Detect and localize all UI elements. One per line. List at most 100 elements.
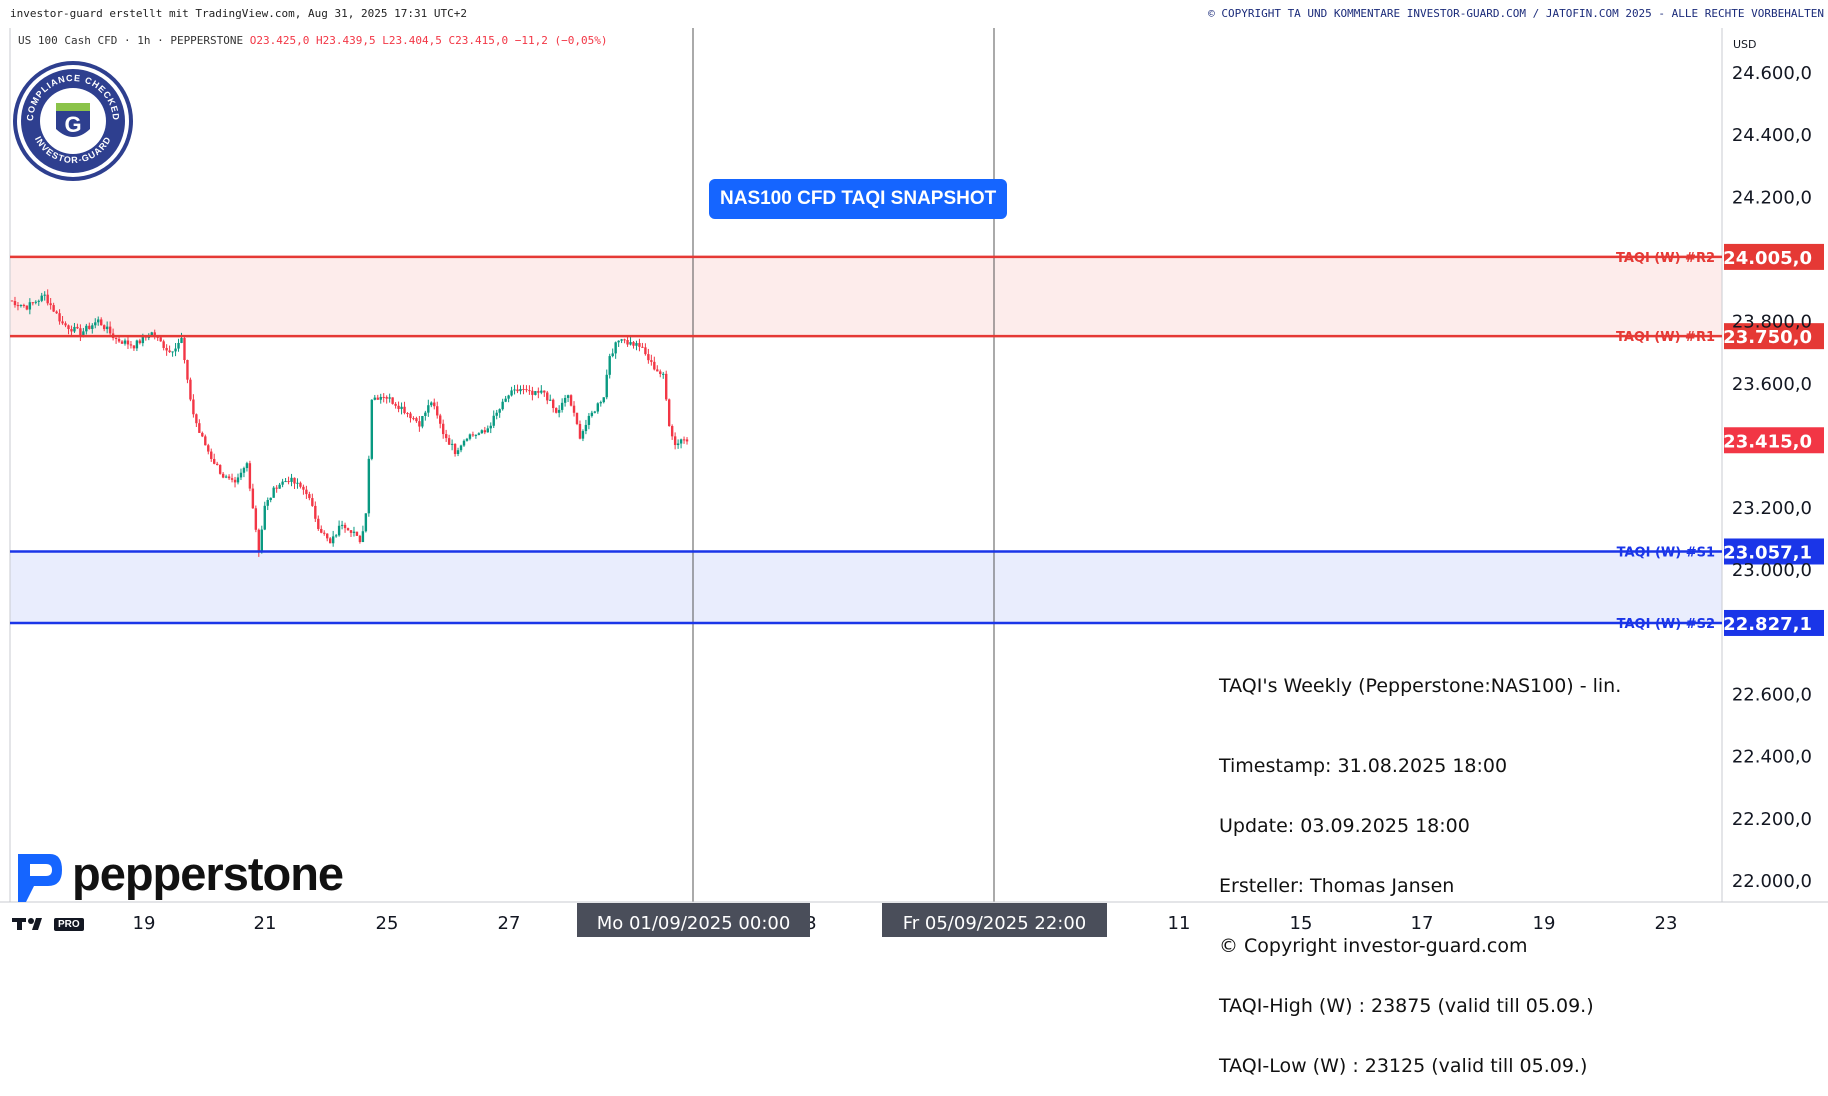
- candle-body: [635, 343, 638, 346]
- level-price-tag: [1724, 609, 1824, 636]
- crosshair-time-tag[interactable]: [577, 903, 810, 937]
- candle-body: [391, 397, 394, 404]
- candle-body: [462, 440, 466, 446]
- candle-body: [614, 342, 617, 354]
- candle-body: [266, 500, 269, 506]
- level-price-label: 23.750,0: [1723, 327, 1812, 348]
- y-tick-label: 23.800,0: [1732, 312, 1812, 333]
- candle-body: [519, 389, 522, 392]
- candle-body: [486, 428, 489, 433]
- candle-body: [52, 305, 55, 312]
- candle-body: [43, 294, 46, 296]
- candle-body: [531, 390, 534, 395]
- tradingview-logo[interactable]: PRO: [12, 917, 84, 931]
- candle-body: [233, 479, 237, 483]
- candle-body: [602, 397, 605, 403]
- candle-body: [260, 529, 263, 553]
- candle-body: [290, 477, 293, 482]
- candle-body: [284, 481, 287, 483]
- candle-body: [204, 436, 207, 446]
- crosshair-time-tag[interactable]: [882, 903, 1107, 937]
- candle-body: [37, 300, 40, 302]
- candle-body: [373, 397, 376, 400]
- candle-body: [210, 451, 213, 459]
- candle-body: [236, 477, 240, 483]
- candle-body: [400, 406, 403, 409]
- candle-body: [557, 409, 561, 413]
- candle-body: [569, 395, 573, 406]
- candle-body: [46, 294, 49, 304]
- candle-body: [409, 413, 412, 419]
- y-tick-label: 22.400,0: [1732, 747, 1812, 768]
- candle-body: [599, 402, 602, 404]
- candle-body: [439, 415, 442, 424]
- level-price-tag: [1724, 323, 1824, 350]
- candle-body: [34, 301, 37, 303]
- candle-body: [308, 494, 311, 499]
- candle-body: [49, 303, 52, 306]
- info-line: Ersteller: Thomas Jansen: [1219, 875, 1455, 897]
- candle-body: [587, 415, 591, 425]
- symbol-name: US 100 Cash CFD · 1h · PEPPERSTONE: [18, 34, 244, 47]
- candle-body: [88, 325, 91, 329]
- ohlc-change: −11,2 (−0,05%): [514, 34, 608, 47]
- candle-body: [578, 423, 582, 439]
- candle-body: [430, 402, 433, 406]
- candle-body: [424, 412, 427, 416]
- candle-body: [632, 342, 635, 346]
- snapshot-label[interactable]: NAS100 CFD TAQI SNAPSHOT: [709, 179, 1008, 219]
- candle-body: [100, 319, 103, 326]
- candle-body: [126, 340, 130, 345]
- candle-body: [474, 434, 478, 436]
- candle-body: [129, 344, 133, 346]
- pepperstone-wordmark: pepperstone: [72, 847, 344, 900]
- candle-body: [453, 443, 457, 454]
- x-tick-label: 23: [1655, 913, 1678, 934]
- candle-body: [525, 389, 528, 391]
- candle-body: [676, 443, 680, 446]
- x-tick-label: 19: [133, 913, 156, 934]
- candle-body: [450, 443, 454, 445]
- candle-body: [224, 476, 228, 478]
- candle-body: [317, 518, 320, 529]
- price-chart[interactable]: TAQI (W) #R2 24.005,0 TAQI (W) #R1 23.750,0…: [0, 0, 1828, 937]
- candle-body: [275, 487, 278, 489]
- candle-body: [343, 524, 347, 529]
- candle-body: [358, 535, 362, 543]
- candle-body: [314, 505, 317, 519]
- candle-body: [302, 486, 305, 490]
- candle-body: [91, 325, 94, 329]
- candle-body: [40, 295, 43, 301]
- candle-body: [605, 374, 608, 398]
- candle-body: [239, 472, 243, 478]
- ohlc-close: C23.415,0: [448, 34, 509, 47]
- level-name-label: TAQI (W) #R1: [1616, 330, 1715, 345]
- candle-body: [174, 348, 177, 352]
- candle-body: [177, 342, 180, 349]
- candle-body: [563, 397, 567, 403]
- candle-body: [626, 340, 629, 345]
- candle-body: [459, 445, 463, 451]
- compliance-badge: COMPLIANCE CHECKED INVESTOR-GUARD G: [11, 59, 135, 183]
- candle-body: [186, 360, 189, 380]
- candle-body: [132, 345, 136, 349]
- candle-body: [287, 481, 290, 483]
- tradingview-icon: [12, 918, 42, 930]
- candle-body: [70, 329, 73, 332]
- candle-body: [207, 445, 210, 452]
- symbol-legend[interactable]: US 100 Cash CFD · 1h · PEPPERSTONE O23.4…: [18, 34, 607, 47]
- candle-body: [516, 389, 519, 392]
- candle-body: [230, 478, 234, 480]
- candle-body: [94, 322, 97, 326]
- candle-body: [647, 354, 650, 361]
- candle-body: [534, 391, 537, 395]
- candle-body: [147, 336, 150, 338]
- candle-body: [456, 450, 460, 454]
- candle-body: [328, 538, 332, 544]
- candle-body: [102, 325, 106, 330]
- candle-body: [162, 341, 165, 348]
- candle-body: [221, 473, 225, 478]
- candle-body: [388, 397, 391, 399]
- candle-body: [311, 498, 314, 506]
- candle-body: [352, 531, 356, 533]
